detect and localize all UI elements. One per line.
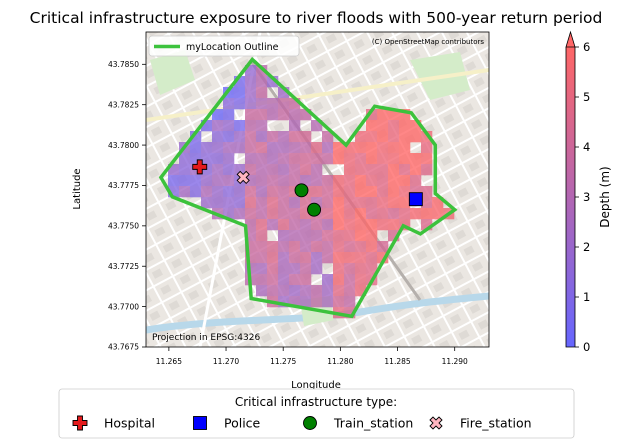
- colorbar-tick-label: 4: [583, 140, 590, 154]
- colorbar-tick: 3: [575, 190, 590, 204]
- map-title: Critical infrastructure exposure to rive…: [30, 9, 603, 27]
- x-tick-label: 11.270: [213, 357, 239, 366]
- x-tick-label: 11.265: [156, 357, 182, 366]
- colorbar-tick: 0: [575, 340, 590, 354]
- colorbar-tick: 6: [575, 40, 590, 54]
- projection-note: Projection in EPSG:4326: [152, 333, 260, 343]
- colorbar-ticks: 0 1 2 3 4 5 6: [575, 40, 590, 354]
- x-tick: 11.270: [213, 347, 239, 366]
- outline-legend: myLocation Outline: [148, 35, 300, 57]
- y-tick: 43.7700: [108, 302, 146, 311]
- infrastructure-markers: [192, 159, 423, 217]
- y-tick: 43.7850: [108, 60, 146, 69]
- x-axis-label: Longitude: [291, 380, 341, 391]
- x-tick-label: 11.280: [327, 357, 353, 366]
- x-tick: 11.275: [270, 347, 297, 366]
- x-tick-label: 11.275: [270, 357, 296, 366]
- colorbar-gradient: [566, 47, 575, 347]
- map-frame: [145, 31, 490, 348]
- colorbar-tick-label: 5: [583, 90, 590, 104]
- x-tick: 11.265: [156, 347, 182, 366]
- y-tick: 43.7825: [108, 100, 146, 109]
- y-tick: 43.7750: [108, 222, 146, 231]
- y-tick-label: 43.7825: [108, 100, 139, 109]
- colorbar-tick-label: 3: [583, 190, 590, 204]
- marker-police: [408, 192, 423, 207]
- y-tick: 43.7725: [108, 262, 146, 271]
- y-tick: 43.7675: [108, 343, 146, 352]
- marker-train-station: [307, 202, 322, 217]
- legend-item: Fire_station: [429, 416, 532, 431]
- legend-item: Hospital: [72, 415, 155, 431]
- y-tick-label: 43.7800: [108, 141, 139, 150]
- blue-square-icon: [193, 416, 207, 430]
- marker-fire-station: [236, 170, 250, 185]
- colorbar-tick-label: 0: [583, 340, 590, 354]
- main-road: [146, 68, 489, 122]
- infrastructure-legend: Critical infrastructure type: Hospital Po…: [58, 388, 575, 439]
- y-tick-label: 43.7675: [108, 343, 139, 352]
- x-tick-label: 11.285: [384, 357, 410, 366]
- map-axes[interactable]: [146, 32, 489, 347]
- y-axis-ticks: 43.7675 43.7700 43.7725 43.7750 43.7775 43.78…: [108, 60, 146, 352]
- legend-box: [58, 388, 575, 439]
- legend-item-label: Train_station: [333, 416, 413, 431]
- legend-item-label: Hospital: [104, 416, 155, 431]
- map-attribution: (C) OpenStreetMap contributors: [372, 38, 484, 46]
- legend-item: Police: [193, 416, 261, 431]
- x-tick: 11.280: [327, 347, 354, 366]
- x-axis-ticks: 11.265 11.270 11.275 11.280 11.285 11.290: [156, 347, 468, 366]
- legend-item-label: Fire_station: [460, 416, 532, 431]
- green-circle-icon: [303, 416, 317, 430]
- outline-legend-label: myLocation Outline: [186, 42, 279, 53]
- marker-hospital: [192, 159, 208, 175]
- colorbar-tick-label: 1: [583, 290, 590, 304]
- colorbar-tick: 2: [575, 240, 590, 254]
- x-tick-label: 11.290: [442, 357, 468, 366]
- pink-x-icon: [429, 416, 443, 430]
- y-tick: 43.7775: [108, 181, 146, 190]
- y-tick-label: 43.7850: [108, 60, 139, 69]
- colorbar-tick: 4: [575, 140, 590, 154]
- legend-title: Critical infrastructure type:: [235, 395, 397, 409]
- colorbar-label: Depth (m): [598, 166, 612, 227]
- marker-train-station: [294, 183, 309, 198]
- colorbar-tick-label: 6: [583, 40, 590, 54]
- legend-items: Hospital Police Train_station Fire_station: [72, 415, 532, 431]
- colorbar-tick-label: 2: [583, 240, 590, 254]
- location-outline: [158, 56, 458, 319]
- y-tick-label: 43.7700: [108, 302, 139, 311]
- legend-item: Train_station: [303, 416, 413, 431]
- colorbar: 0 1 2 3 4 5 6 Depth (m): [565, 30, 612, 354]
- y-tick-label: 43.7750: [108, 222, 139, 231]
- x-tick: 11.285: [384, 347, 411, 366]
- y-axis-label: Latitude: [72, 168, 83, 209]
- park-area: [150, 50, 195, 95]
- red-cross-icon: [72, 415, 88, 431]
- y-tick-label: 43.7775: [108, 181, 139, 190]
- x-tick: 11.290: [442, 347, 468, 366]
- y-tick-label: 43.7725: [108, 262, 139, 271]
- flood-depth-raster: [168, 65, 455, 319]
- colorbar-tick: 1: [575, 290, 590, 304]
- legend-item-label: Police: [224, 416, 261, 431]
- colorbar-tick: 5: [575, 90, 590, 104]
- colorbar-extend-arrow: [565, 30, 576, 48]
- y-tick: 43.7800: [108, 141, 146, 150]
